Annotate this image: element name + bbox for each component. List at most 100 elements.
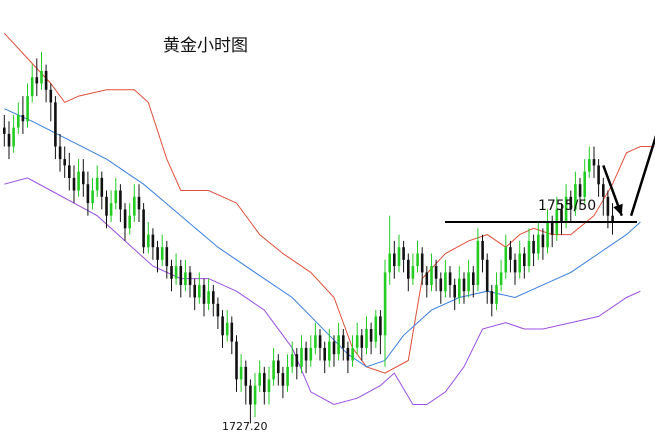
candle (439, 272, 443, 304)
candle (174, 253, 178, 285)
candle (184, 259, 187, 292)
candle-body (230, 322, 234, 342)
candle-body (355, 335, 359, 348)
candle (485, 253, 489, 304)
candle-body (30, 77, 34, 97)
lower-band-line (4, 177, 641, 406)
candle-body (425, 272, 429, 285)
candle-body (68, 165, 71, 178)
candle-body (91, 190, 94, 204)
support-level-label: 1755/50 (538, 198, 597, 214)
candle-body (453, 284, 456, 298)
candle (49, 83, 53, 122)
candle (499, 259, 503, 292)
candle (63, 146, 66, 178)
candle-body (472, 272, 475, 285)
candle-body (328, 341, 331, 361)
candle-body (133, 196, 136, 216)
candle (151, 228, 155, 260)
candle-body (239, 366, 243, 380)
candle-body (40, 70, 43, 84)
candle-body (137, 196, 141, 210)
candle (44, 64, 48, 103)
candle (281, 366, 285, 399)
candle-body (532, 240, 535, 254)
candle-body (564, 196, 568, 222)
candle (100, 171, 104, 210)
candle (109, 190, 113, 222)
candle-body (495, 284, 498, 304)
candle (17, 102, 20, 134)
candle-body (17, 115, 20, 128)
candle (518, 240, 521, 279)
candle (212, 284, 215, 317)
arrow-up-shaft (629, 134, 655, 217)
candle-body (221, 316, 224, 336)
candle-body (323, 347, 326, 361)
candle-body (3, 127, 6, 134)
candle (355, 322, 359, 355)
candle (165, 240, 169, 279)
candle (54, 96, 57, 160)
candle (290, 341, 294, 374)
candle (416, 240, 419, 273)
candle-body (407, 259, 410, 279)
candle (537, 222, 540, 260)
middle-band-line (4, 108, 641, 368)
candle (68, 152, 71, 191)
candle (207, 278, 210, 311)
candle (546, 209, 549, 254)
candle-body (7, 133, 11, 147)
candle-body (588, 159, 591, 172)
candle (532, 234, 535, 267)
candle (346, 341, 350, 374)
candle-body (411, 266, 415, 279)
candle-body (560, 209, 563, 222)
candle (588, 146, 591, 178)
candle (476, 228, 480, 292)
low-price-label: 1727.20 (222, 420, 268, 433)
candle (402, 240, 405, 273)
candle-body (216, 303, 220, 317)
candle-body (165, 247, 169, 267)
candle (383, 259, 387, 367)
candle (504, 234, 508, 279)
candle (337, 322, 340, 361)
candle-body (193, 284, 196, 298)
candle (137, 184, 141, 222)
candle-body (253, 385, 257, 405)
candle-body (54, 102, 57, 147)
candle (119, 184, 122, 222)
candle-body (523, 253, 526, 267)
candle-body (100, 177, 104, 197)
candle-body (578, 184, 582, 197)
candle-body (420, 253, 424, 273)
candle (523, 247, 526, 279)
candle (472, 266, 475, 298)
candle-body (467, 272, 470, 292)
candle (495, 272, 498, 311)
candle-body (128, 215, 131, 229)
candle-body (527, 240, 531, 267)
candle-body (439, 278, 443, 292)
candle-body (123, 209, 127, 229)
candle-body (35, 77, 39, 84)
candle (295, 347, 299, 380)
candle-body (314, 335, 317, 348)
annotations (445, 134, 655, 223)
candle-body (49, 89, 53, 103)
candle-body (369, 329, 373, 342)
candle-body (602, 184, 605, 197)
candle (3, 115, 6, 147)
candle-body (304, 347, 308, 361)
candle-body (290, 354, 294, 367)
candle (235, 335, 238, 392)
candle-body (379, 316, 382, 336)
candle (82, 159, 85, 197)
candle (453, 278, 456, 311)
candle-body (448, 272, 452, 285)
candle (509, 240, 512, 273)
candle (393, 240, 396, 279)
candle (569, 190, 573, 222)
